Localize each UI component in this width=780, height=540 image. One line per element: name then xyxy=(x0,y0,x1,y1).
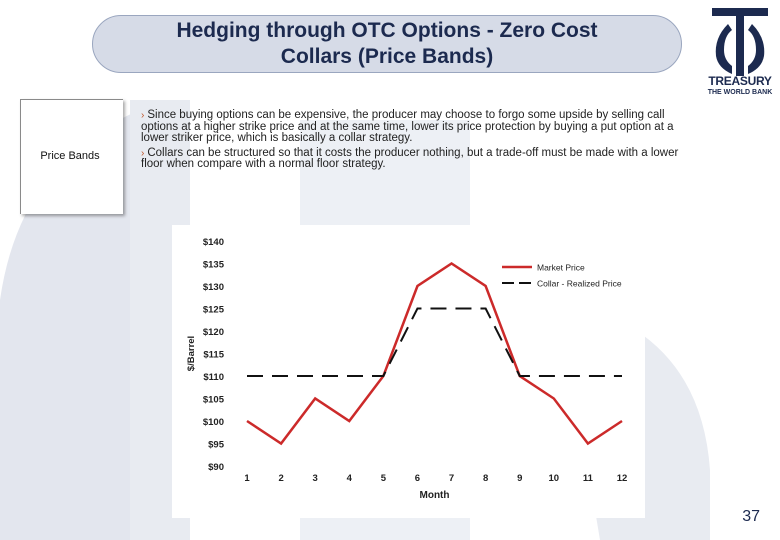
x-tick-label: 5 xyxy=(381,473,387,484)
y-tick-label: $120 xyxy=(203,327,224,338)
chart-container: $140 $135 $130 $125 $120 $115 $110 $105 $100 $95 $… xyxy=(172,225,645,518)
x-tick-label: 10 xyxy=(549,473,560,484)
y-tick-label: $105 xyxy=(203,395,225,406)
collar-price-line xyxy=(247,307,622,377)
bullet-text: Collars can be structured so that it cos… xyxy=(141,146,679,170)
y-tick-label: $130 xyxy=(203,282,224,293)
slide-title-line1: Hedging through OTC Options - Zero Cost xyxy=(176,19,598,42)
y-tick-label: $140 xyxy=(203,237,224,248)
side-label: Price Bands xyxy=(40,150,100,162)
x-tick-label: 12 xyxy=(617,473,628,484)
x-tick-label: 2 xyxy=(278,473,283,484)
treasury-logo-icon xyxy=(712,8,768,76)
y-axis-title: $/Barrel xyxy=(186,336,197,371)
page-number: 37 xyxy=(742,508,760,525)
y-tick-label: $95 xyxy=(208,440,225,451)
y-tick-label: $135 xyxy=(203,260,225,271)
legend-label: Market Price xyxy=(537,263,585,273)
x-tick-label: 6 xyxy=(415,473,420,484)
bullet-arrow-icon: › xyxy=(141,110,145,121)
slide-title-line2: Collars (Price Bands) xyxy=(280,45,494,68)
bullet-list: › Since buying options can be expensive, … xyxy=(141,109,701,174)
bullet-text: Since buying options can be expensive, t… xyxy=(141,109,674,144)
slide-title: Hedging through OTC Options - Zero Cost … xyxy=(92,18,682,70)
x-tick-label: 8 xyxy=(483,473,488,484)
x-axis-title: Month xyxy=(420,490,450,501)
x-tick-label: 9 xyxy=(517,473,522,484)
title-banner xyxy=(92,15,682,73)
x-tick-label: 7 xyxy=(449,473,454,484)
x-tick-label: 4 xyxy=(347,473,353,484)
market-price-line xyxy=(246,262,623,446)
y-tick-label: $110 xyxy=(203,372,224,383)
y-tick-label: $90 xyxy=(208,462,224,473)
bullet-item: › Collars can be structured so that it co… xyxy=(141,146,701,171)
price-band-chart: $140 $135 $130 $125 $120 $115 $110 $105 $100 $95 $… xyxy=(186,237,628,501)
x-tick-label: 1 xyxy=(244,473,250,484)
x-tick-label: 11 xyxy=(583,473,594,484)
side-label-box xyxy=(20,99,123,214)
bullet-arrow-icon: › xyxy=(141,147,145,159)
y-tick-label: $115 xyxy=(203,350,224,361)
x-tick-label: 3 xyxy=(313,473,318,484)
logo-treasury-text: TREASURY xyxy=(708,74,772,88)
y-tick-label: $100 xyxy=(203,417,224,428)
y-tick-label: $125 xyxy=(203,305,225,316)
legend-label: Collar - Realized Price xyxy=(537,279,622,289)
logo-worldbank-text: THE WORLD BANK xyxy=(707,89,773,96)
bullet-item: › Since buying options can be expensive, … xyxy=(141,109,701,145)
